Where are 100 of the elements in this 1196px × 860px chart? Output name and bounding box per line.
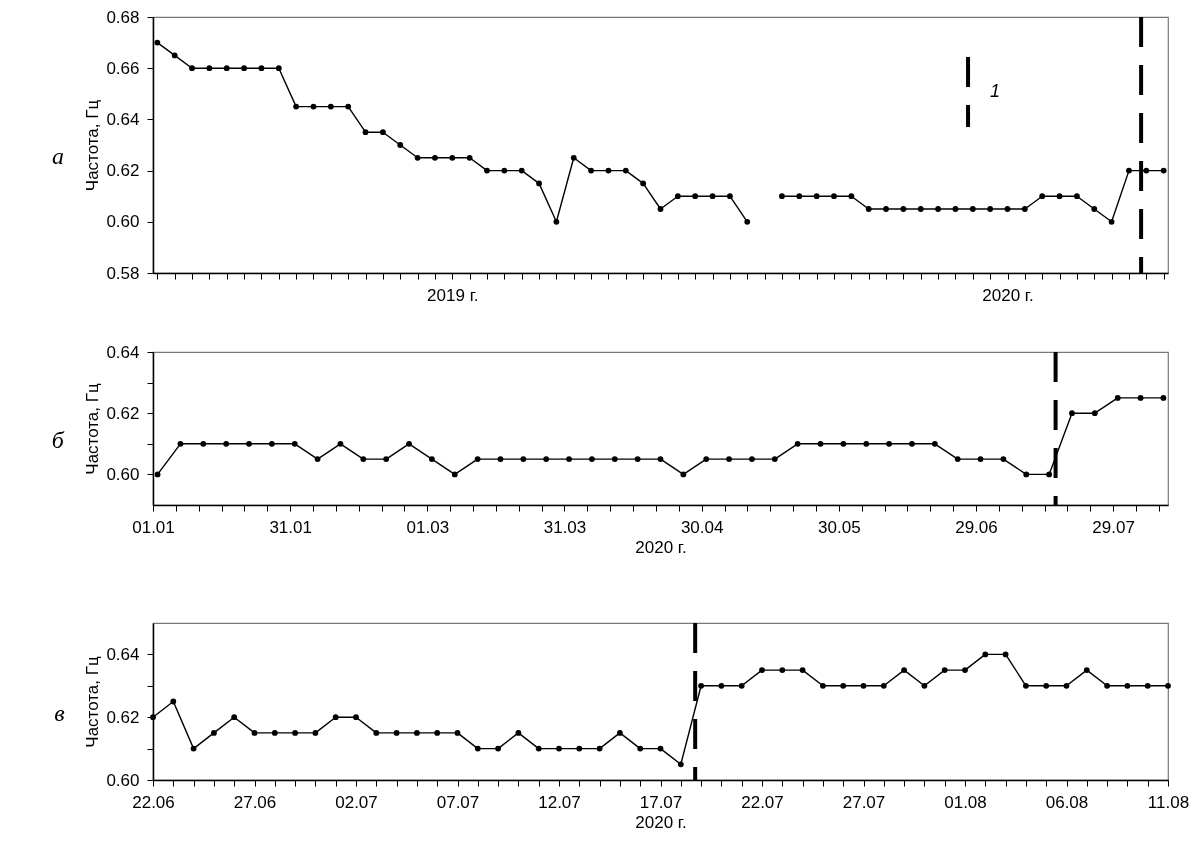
point: [749, 456, 755, 463]
point: [292, 729, 299, 736]
y-tick-label: 0.68: [106, 7, 140, 27]
point: [880, 682, 887, 689]
point: [1160, 167, 1167, 174]
point: [291, 440, 298, 447]
point: [794, 440, 801, 447]
x-tick-label: 01.01: [132, 517, 175, 537]
point: [1124, 682, 1131, 689]
x-tick-label: 27.06: [233, 792, 277, 812]
point: [831, 193, 837, 200]
point: [1063, 682, 1070, 689]
point: [1043, 682, 1050, 689]
point: [744, 218, 751, 225]
y-tick-label: 0.64: [106, 342, 140, 362]
point: [1004, 206, 1011, 212]
point: [1165, 682, 1171, 689]
point: [848, 193, 855, 200]
y-tick-label: 0.62: [106, 403, 140, 423]
point: [362, 129, 369, 136]
x-axis-title: 2020 г.: [635, 812, 687, 832]
point: [337, 440, 344, 447]
point: [813, 193, 820, 200]
point: [413, 729, 420, 736]
point: [982, 651, 989, 658]
point: [1056, 193, 1063, 200]
point: [449, 154, 456, 161]
x-tick-label: 06.08: [1045, 792, 1089, 812]
text: а: [51, 143, 64, 169]
point: [771, 456, 778, 463]
point: [703, 456, 710, 463]
point: [373, 729, 380, 736]
point: [397, 142, 404, 148]
point: [177, 440, 184, 447]
point: [596, 745, 603, 752]
point: [484, 167, 490, 174]
point: [312, 729, 319, 736]
x-tick-label: 07.07: [436, 792, 480, 812]
point: [393, 729, 400, 736]
y-tick-label: 0.60: [106, 464, 140, 484]
point: [674, 193, 681, 200]
point: [515, 729, 522, 736]
point: [779, 667, 786, 674]
point: [709, 193, 716, 200]
y-tick-label: 0.62: [106, 707, 140, 727]
point: [353, 714, 359, 721]
x-tick-label: 01.08: [944, 792, 987, 812]
point: [428, 456, 435, 463]
x-tick-label: 30.05: [818, 517, 861, 537]
point: [241, 65, 247, 72]
point: [952, 206, 959, 212]
point: [383, 456, 390, 463]
point: [779, 193, 785, 200]
point: [865, 206, 872, 212]
point: [718, 682, 725, 689]
point: [840, 440, 847, 447]
y-axis-title: Частота, Гц: [83, 383, 103, 475]
text: в: [54, 699, 65, 726]
point: [223, 65, 230, 72]
point: [1114, 394, 1121, 401]
point: [154, 39, 161, 46]
y-tick-label: 0.58: [106, 263, 140, 283]
x-tick-label: 01.03: [406, 517, 450, 537]
point: [680, 471, 687, 478]
point: [556, 745, 562, 752]
point: [1160, 394, 1167, 401]
point: [360, 456, 367, 463]
point: [900, 206, 907, 212]
point: [536, 180, 542, 187]
point: [840, 682, 847, 689]
point: [1104, 682, 1111, 689]
y-tick-label: 0.60: [106, 770, 140, 790]
point: [474, 745, 481, 752]
x-tick-label: 22.06: [132, 792, 175, 812]
y-axis-title: Частота, Гц: [83, 656, 103, 748]
point: [817, 440, 824, 447]
point: [171, 52, 178, 59]
point: [1074, 193, 1080, 200]
point: [969, 206, 976, 212]
point: [293, 103, 300, 110]
point: [535, 745, 542, 752]
point: [576, 745, 583, 752]
point: [605, 167, 612, 174]
point: [589, 456, 595, 463]
point: [657, 456, 664, 463]
point: [1083, 667, 1090, 674]
point: [677, 761, 684, 768]
point: [622, 167, 629, 174]
point: [917, 206, 924, 212]
x-tick-label: 27.07: [842, 792, 886, 812]
x-tick-label: 30.04: [680, 517, 724, 537]
point: [1039, 193, 1046, 200]
point: [1046, 471, 1053, 478]
point: [520, 456, 527, 463]
point: [251, 729, 258, 736]
point: [246, 440, 252, 447]
point: [314, 456, 321, 463]
point: [570, 154, 577, 161]
point: [1002, 651, 1009, 658]
point: [611, 456, 618, 463]
